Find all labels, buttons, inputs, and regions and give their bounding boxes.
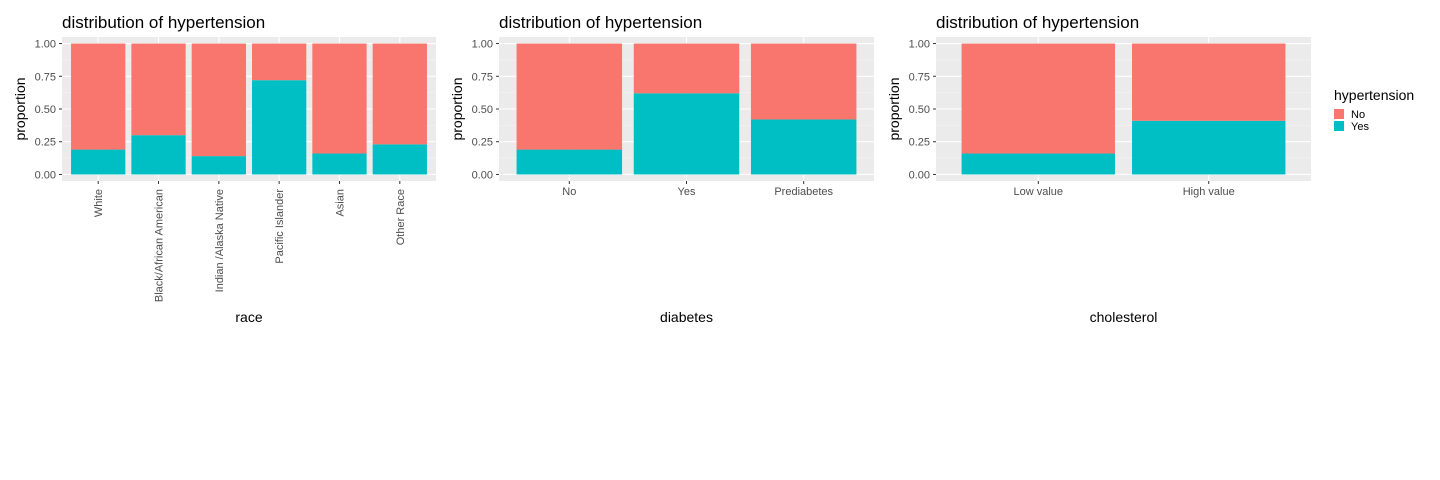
chart-panel-diabetes: 0.00 0.25 0.50 0.75 1.00 No Yes Prediabetes dist… bbox=[449, 13, 874, 325]
x-tick-label: Prediabetes bbox=[774, 186, 833, 198]
legend-swatch-yes bbox=[1334, 121, 1344, 131]
y-tick-label: 1.00 bbox=[909, 39, 930, 51]
bar-yes-indian-alaska-native bbox=[191, 156, 246, 175]
legend: hypertension No Yes bbox=[1334, 87, 1414, 133]
bar-no-no bbox=[516, 43, 623, 150]
bar-no-other-race bbox=[372, 43, 427, 145]
chart-panel-cholesterol: 0.00 0.25 0.50 0.75 1.00 Low value High value d… bbox=[886, 13, 1311, 325]
x-tick-label: Asian bbox=[334, 189, 346, 217]
bar-yes-other-race bbox=[372, 144, 427, 175]
x-axis-title: race bbox=[235, 309, 262, 325]
bar-no-pacific-islander bbox=[252, 43, 307, 81]
chart-panels: 0.00 0.25 0.50 0.75 1.00 White Black/African A… bbox=[12, 13, 1311, 325]
bar-no-asian bbox=[312, 43, 367, 154]
y-tick-label: 0.00 bbox=[35, 169, 56, 181]
legend-swatch-no bbox=[1334, 109, 1344, 119]
bar-no-low-value bbox=[961, 43, 1115, 154]
x-tick-label: Black/African American bbox=[154, 189, 166, 302]
x-axis-title: cholesterol bbox=[1090, 309, 1158, 325]
y-tick-label: 1.00 bbox=[35, 39, 56, 51]
chart-title: distribution of hypertension bbox=[936, 13, 1139, 32]
y-axis-title: proportion bbox=[12, 77, 28, 140]
y-tick-label: 0.00 bbox=[909, 169, 930, 181]
x-tick-label: Low value bbox=[1013, 186, 1063, 198]
legend-label-no: No bbox=[1351, 109, 1365, 121]
bar-no-indian-alaska-native bbox=[191, 43, 246, 157]
bar-no-yes bbox=[633, 43, 740, 94]
legend-title: hypertension bbox=[1334, 87, 1414, 103]
y-tick-label: 0.00 bbox=[472, 169, 493, 181]
x-tick-label: Other Race bbox=[395, 189, 407, 245]
y-axis-title: proportion bbox=[886, 77, 902, 140]
y-tick-label: 0.50 bbox=[909, 104, 930, 116]
y-tick-label: 0.75 bbox=[472, 71, 493, 83]
bar-yes-yes bbox=[633, 93, 740, 175]
y-tick-label: 0.50 bbox=[472, 104, 493, 116]
y-tick-label: 0.75 bbox=[909, 71, 930, 83]
bar-yes-black-african-american bbox=[131, 135, 186, 175]
x-tick-label: Yes bbox=[678, 186, 696, 198]
bar-yes-white bbox=[71, 149, 126, 175]
x-tick-label: No bbox=[562, 186, 576, 198]
bar-no-prediabetes bbox=[750, 43, 857, 120]
y-tick-label: 0.25 bbox=[35, 137, 56, 149]
y-tick-label: 0.25 bbox=[472, 137, 493, 149]
x-tick-label: Pacific Islander bbox=[274, 189, 286, 264]
bar-yes-prediabetes bbox=[750, 119, 857, 175]
chart-panel-race: 0.00 0.25 0.50 0.75 1.00 White Black/African A… bbox=[12, 13, 436, 325]
bar-yes-pacific-islander bbox=[252, 80, 307, 175]
bar-yes-asian bbox=[312, 153, 367, 175]
bar-yes-no bbox=[516, 149, 623, 175]
chart-title: distribution of hypertension bbox=[62, 13, 265, 32]
chart-title: distribution of hypertension bbox=[499, 13, 702, 32]
y-tick-label: 1.00 bbox=[472, 39, 493, 51]
y-axis-title: proportion bbox=[449, 77, 465, 140]
bar-no-high-value bbox=[1132, 43, 1286, 121]
bar-no-black-african-american bbox=[131, 43, 186, 136]
x-axis-title: diabetes bbox=[660, 309, 713, 325]
y-tick-label: 0.50 bbox=[35, 104, 56, 116]
x-tick-label: Indian /Alaska Native bbox=[214, 189, 226, 292]
x-tick-label: High value bbox=[1183, 186, 1235, 198]
bar-yes-low-value bbox=[961, 153, 1115, 175]
bar-yes-high-value bbox=[1132, 120, 1286, 175]
legend-label-yes: Yes bbox=[1351, 121, 1369, 133]
x-tick-label: White bbox=[93, 189, 105, 217]
bar-no-white bbox=[71, 43, 126, 150]
y-tick-label: 0.25 bbox=[909, 137, 930, 149]
y-tick-label: 0.75 bbox=[35, 71, 56, 83]
